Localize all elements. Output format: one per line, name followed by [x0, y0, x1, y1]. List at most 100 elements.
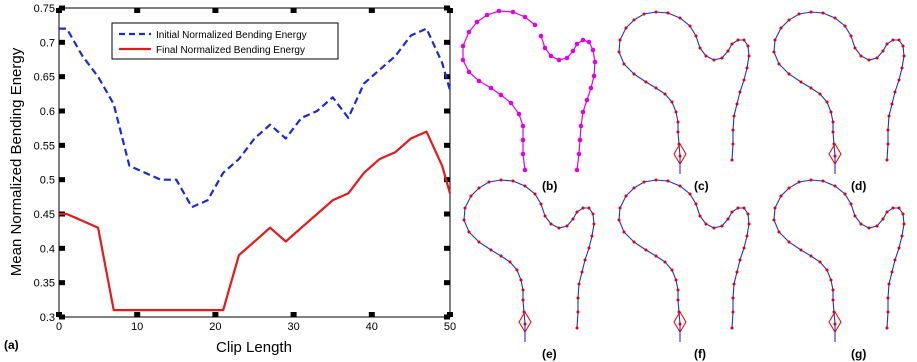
sample-point	[787, 72, 791, 76]
sample-point	[890, 270, 894, 274]
sample-point	[644, 80, 648, 84]
sample-point	[654, 86, 658, 90]
y-tick-right	[444, 280, 450, 286]
x-tick-bottom	[368, 312, 375, 317]
sample-point	[644, 248, 648, 252]
sample-point	[732, 114, 736, 118]
control-point	[588, 85, 594, 91]
sample-point	[875, 224, 879, 228]
sample-point	[654, 254, 658, 258]
legend-label-initial: Initial Normalized Bending Energy	[156, 30, 307, 41]
control-point	[584, 97, 590, 103]
control-point	[520, 151, 526, 157]
sample-point	[833, 322, 837, 326]
sample-point	[887, 282, 891, 286]
sample-point	[508, 260, 512, 264]
sample-point	[515, 268, 519, 272]
sample-point	[893, 90, 897, 94]
panel-label-b: (b)	[542, 179, 557, 193]
sample-point	[787, 240, 791, 244]
sample-point	[829, 110, 833, 114]
series-final-line	[59, 130, 452, 312]
sample-point	[735, 102, 739, 106]
sample-point	[511, 179, 515, 183]
sample-point	[618, 38, 622, 42]
sample-point	[678, 322, 682, 326]
legend: Initial Normalized Bending Energy Final …	[111, 22, 339, 60]
panel-label-f: (f)	[694, 347, 706, 361]
sample-point	[591, 212, 595, 216]
control-point	[488, 85, 494, 91]
panel-d-shape	[772, 10, 906, 174]
sample-point	[575, 210, 579, 214]
control-point	[466, 69, 472, 75]
sample-point	[632, 186, 636, 190]
control-point	[476, 78, 482, 84]
control-point	[466, 29, 472, 35]
control-point	[484, 12, 490, 18]
control-point	[586, 39, 592, 45]
control-point	[522, 14, 528, 20]
y-tick-label: 0.65	[34, 72, 55, 84]
sample-point	[891, 206, 895, 210]
y-tick-left	[59, 39, 65, 45]
diamond-marker	[673, 143, 687, 165]
sample-point	[787, 186, 791, 190]
sample-point	[539, 202, 543, 206]
sample-point	[736, 206, 740, 210]
sample-point	[720, 224, 724, 228]
sample-point	[577, 282, 581, 286]
sample-point	[902, 222, 906, 226]
sample-point	[825, 100, 829, 104]
sample-point	[746, 44, 750, 48]
x-axis-title: Clip Length	[216, 339, 292, 356]
sample-point	[901, 212, 905, 216]
sample-point	[704, 54, 708, 58]
sample-point	[519, 278, 523, 282]
sample-point	[726, 49, 730, 53]
x-tick-top	[212, 8, 219, 13]
x-tick-label: 50	[444, 321, 456, 333]
x-tick-bottom	[134, 312, 141, 317]
sample-point	[773, 206, 777, 210]
sample-point	[487, 180, 491, 184]
plot-series	[59, 27, 452, 312]
sample-point	[587, 246, 591, 250]
sample-point	[688, 192, 692, 196]
sample-point	[678, 154, 682, 158]
sample-point	[821, 179, 825, 183]
x-tick-label: 30	[287, 321, 299, 333]
sample-point	[618, 206, 622, 210]
shape-contour	[463, 179, 595, 329]
shape-contour	[462, 10, 536, 171]
x-tick-top	[290, 8, 297, 13]
shape-contour	[773, 179, 905, 329]
sample-point	[462, 218, 466, 222]
plot-ticks: 0 10 20 30 40 50 0.3 0.35 0.4 0.45 0.5 0.55 0.6 0.65 0…	[34, 3, 457, 333]
sample-point	[859, 54, 863, 58]
control-point	[520, 137, 526, 143]
sample-point	[624, 26, 628, 30]
x-tick-label: 20	[209, 321, 221, 333]
control-point	[576, 151, 582, 157]
control-point	[522, 167, 528, 173]
diamond-marker	[828, 311, 842, 333]
sample-point	[521, 298, 525, 302]
y-tick-right	[444, 108, 450, 114]
sample-point	[902, 54, 906, 58]
x-tick-top	[368, 8, 375, 13]
sample-point	[897, 206, 901, 210]
sample-point	[617, 50, 621, 54]
sample-point	[809, 86, 813, 90]
sample-point	[779, 26, 783, 30]
sample-point	[726, 217, 730, 221]
sample-point	[576, 296, 580, 300]
sample-point	[831, 298, 835, 302]
diamond-marker	[828, 143, 842, 165]
sample-point	[797, 180, 801, 184]
y-tick-left	[59, 177, 65, 183]
y-tick-right	[444, 245, 450, 251]
sample-point	[867, 226, 871, 230]
sample-point	[833, 16, 837, 20]
sample-point	[777, 62, 781, 66]
